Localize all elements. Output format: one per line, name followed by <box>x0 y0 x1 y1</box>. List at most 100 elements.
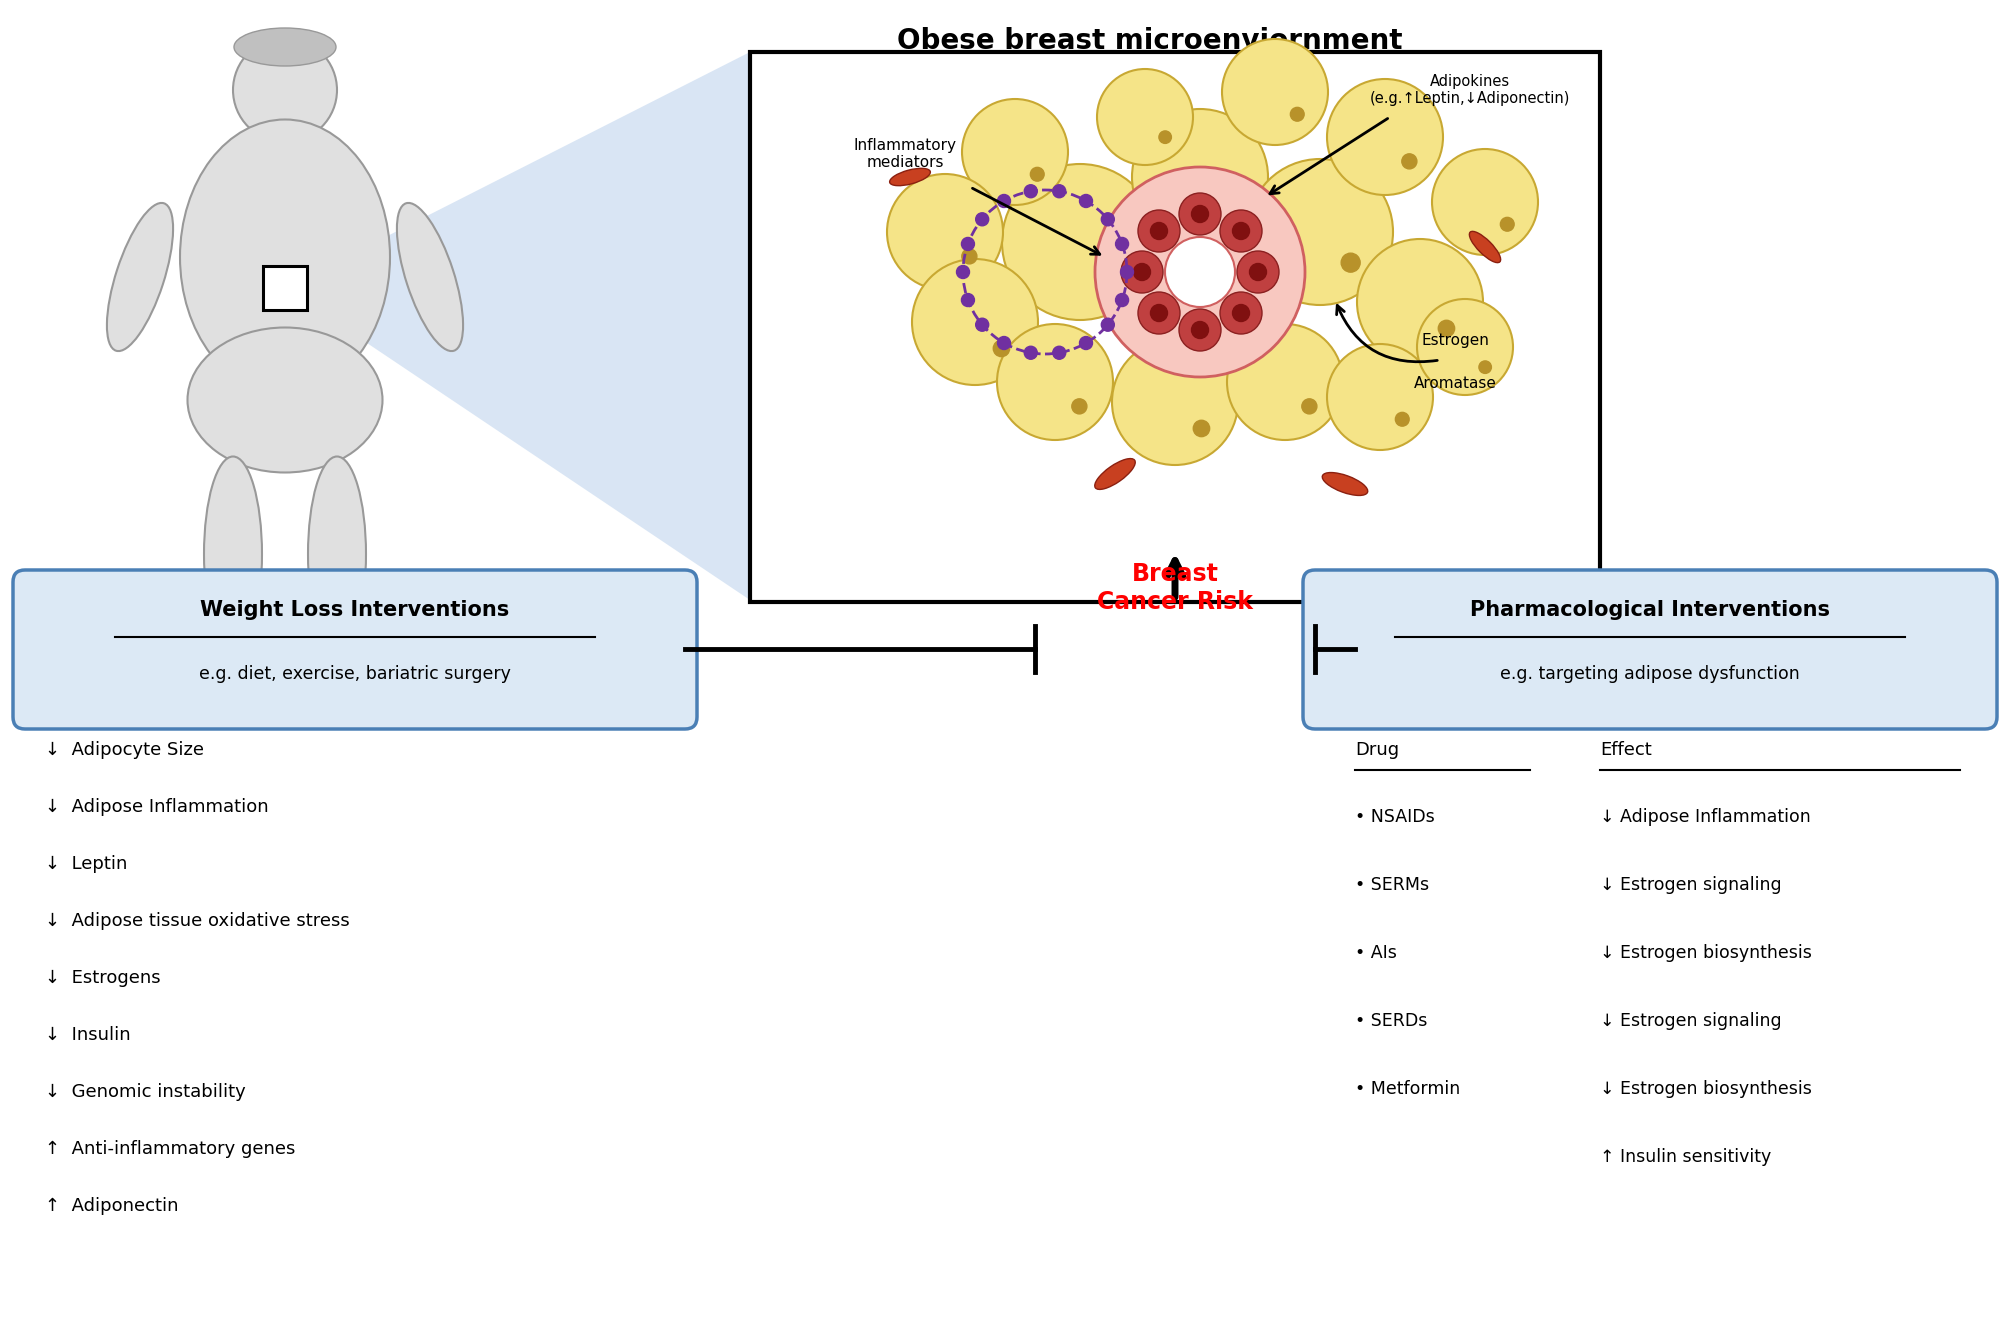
Circle shape <box>1001 164 1158 320</box>
Text: • SERDs: • SERDs <box>1355 1013 1427 1030</box>
Text: Drug: Drug <box>1355 742 1399 759</box>
Ellipse shape <box>397 202 464 352</box>
Circle shape <box>887 175 1004 290</box>
Circle shape <box>1178 309 1220 352</box>
Circle shape <box>1222 40 1327 145</box>
FancyBboxPatch shape <box>12 570 696 728</box>
Ellipse shape <box>187 328 381 472</box>
Text: • Metformin: • Metformin <box>1355 1080 1459 1099</box>
FancyBboxPatch shape <box>751 52 1600 602</box>
Text: ↑  Adiponectin: ↑ Adiponectin <box>44 1196 179 1215</box>
Circle shape <box>1100 213 1114 226</box>
Text: Weight Loss Interventions: Weight Loss Interventions <box>201 600 510 620</box>
Circle shape <box>1327 344 1433 449</box>
Ellipse shape <box>205 456 261 652</box>
Text: ↓ Estrogen signaling: ↓ Estrogen signaling <box>1600 876 1780 894</box>
Circle shape <box>975 213 987 226</box>
Text: • NSAIDs: • NSAIDs <box>1355 808 1435 826</box>
Circle shape <box>1301 399 1317 414</box>
Circle shape <box>1120 251 1162 293</box>
Ellipse shape <box>1469 231 1499 263</box>
Circle shape <box>1102 264 1122 286</box>
Circle shape <box>961 249 977 264</box>
Text: ↓ Adipose Inflammation: ↓ Adipose Inflammation <box>1600 808 1810 826</box>
Text: • SERMs: • SERMs <box>1355 876 1429 894</box>
Circle shape <box>975 319 987 332</box>
Circle shape <box>1116 238 1128 250</box>
Ellipse shape <box>106 202 173 352</box>
Circle shape <box>1024 346 1038 360</box>
Polygon shape <box>285 52 751 600</box>
Circle shape <box>1341 254 1359 272</box>
Circle shape <box>1291 107 1303 122</box>
Circle shape <box>1395 412 1409 426</box>
Text: ↓ Estrogen signaling: ↓ Estrogen signaling <box>1600 1013 1780 1030</box>
Circle shape <box>1431 149 1537 255</box>
Text: Aromatase: Aromatase <box>1413 377 1495 391</box>
Circle shape <box>997 194 1010 208</box>
Text: Pharmacological Interventions: Pharmacological Interventions <box>1469 600 1828 620</box>
Circle shape <box>1024 185 1038 198</box>
Ellipse shape <box>1094 459 1134 489</box>
Text: ↓  Genomic instability: ↓ Genomic instability <box>44 1083 245 1101</box>
Ellipse shape <box>271 130 299 159</box>
Circle shape <box>1080 337 1092 349</box>
Circle shape <box>1138 292 1180 334</box>
Text: e.g. targeting adipose dysfunction: e.g. targeting adipose dysfunction <box>1499 665 1798 683</box>
Text: ↓ Estrogen biosynthesis: ↓ Estrogen biosynthesis <box>1600 944 1810 962</box>
Ellipse shape <box>181 119 389 394</box>
Text: Inflammatory
mediators: Inflammatory mediators <box>853 137 955 171</box>
Circle shape <box>997 337 1010 349</box>
Text: Estrogen: Estrogen <box>1421 333 1489 348</box>
Text: ↑  Anti-inflammatory genes: ↑ Anti-inflammatory genes <box>44 1140 295 1158</box>
Circle shape <box>1357 239 1483 365</box>
Text: ↓  Adipocyte Size: ↓ Adipocyte Size <box>44 742 205 759</box>
Circle shape <box>1220 210 1260 253</box>
Text: ↑ Insulin sensitivity: ↑ Insulin sensitivity <box>1600 1147 1770 1166</box>
Text: Obese breast microenviornment: Obese breast microenviornment <box>897 26 1403 56</box>
Circle shape <box>1052 185 1066 198</box>
Circle shape <box>1327 79 1443 196</box>
Circle shape <box>1132 108 1266 245</box>
Circle shape <box>1236 251 1278 293</box>
Circle shape <box>961 293 973 307</box>
Ellipse shape <box>235 28 335 66</box>
Circle shape <box>1437 320 1453 337</box>
Circle shape <box>997 324 1112 440</box>
Circle shape <box>1417 299 1511 395</box>
Circle shape <box>1096 69 1192 165</box>
Text: Adipokines
(e.g.↑Leptin,↓Adiponectin): Adipokines (e.g.↑Leptin,↓Adiponectin) <box>1369 74 1569 106</box>
Circle shape <box>1164 237 1234 307</box>
Circle shape <box>1150 222 1166 239</box>
Circle shape <box>1094 167 1305 377</box>
Text: • AIs: • AIs <box>1355 944 1397 962</box>
Circle shape <box>1246 159 1393 305</box>
Text: ↓  Adipose Inflammation: ↓ Adipose Inflammation <box>44 798 269 816</box>
Circle shape <box>1100 319 1114 332</box>
Circle shape <box>1138 210 1180 253</box>
Text: ↓  Adipose tissue oxidative stress: ↓ Adipose tissue oxidative stress <box>44 912 349 929</box>
Circle shape <box>1190 321 1208 338</box>
Text: Breast
Cancer Risk: Breast Cancer Risk <box>1096 562 1252 613</box>
Circle shape <box>1218 197 1236 214</box>
Circle shape <box>1479 361 1491 373</box>
Circle shape <box>1080 194 1092 208</box>
Circle shape <box>1030 168 1044 181</box>
Text: ↓  Insulin: ↓ Insulin <box>44 1026 130 1044</box>
Circle shape <box>1190 205 1208 222</box>
Circle shape <box>233 38 337 141</box>
Circle shape <box>1401 153 1417 169</box>
Circle shape <box>911 259 1038 385</box>
Circle shape <box>961 238 973 250</box>
Text: Effect: Effect <box>1600 742 1652 759</box>
Circle shape <box>1232 222 1248 239</box>
Ellipse shape <box>889 168 929 185</box>
Circle shape <box>1112 338 1238 465</box>
Circle shape <box>1120 266 1132 279</box>
Text: e.g. diet, exercise, bariatric surgery: e.g. diet, exercise, bariatric surgery <box>199 665 510 683</box>
Circle shape <box>1232 304 1248 321</box>
Circle shape <box>1192 420 1208 436</box>
Circle shape <box>955 266 969 279</box>
Circle shape <box>1150 304 1166 321</box>
FancyBboxPatch shape <box>263 266 307 309</box>
